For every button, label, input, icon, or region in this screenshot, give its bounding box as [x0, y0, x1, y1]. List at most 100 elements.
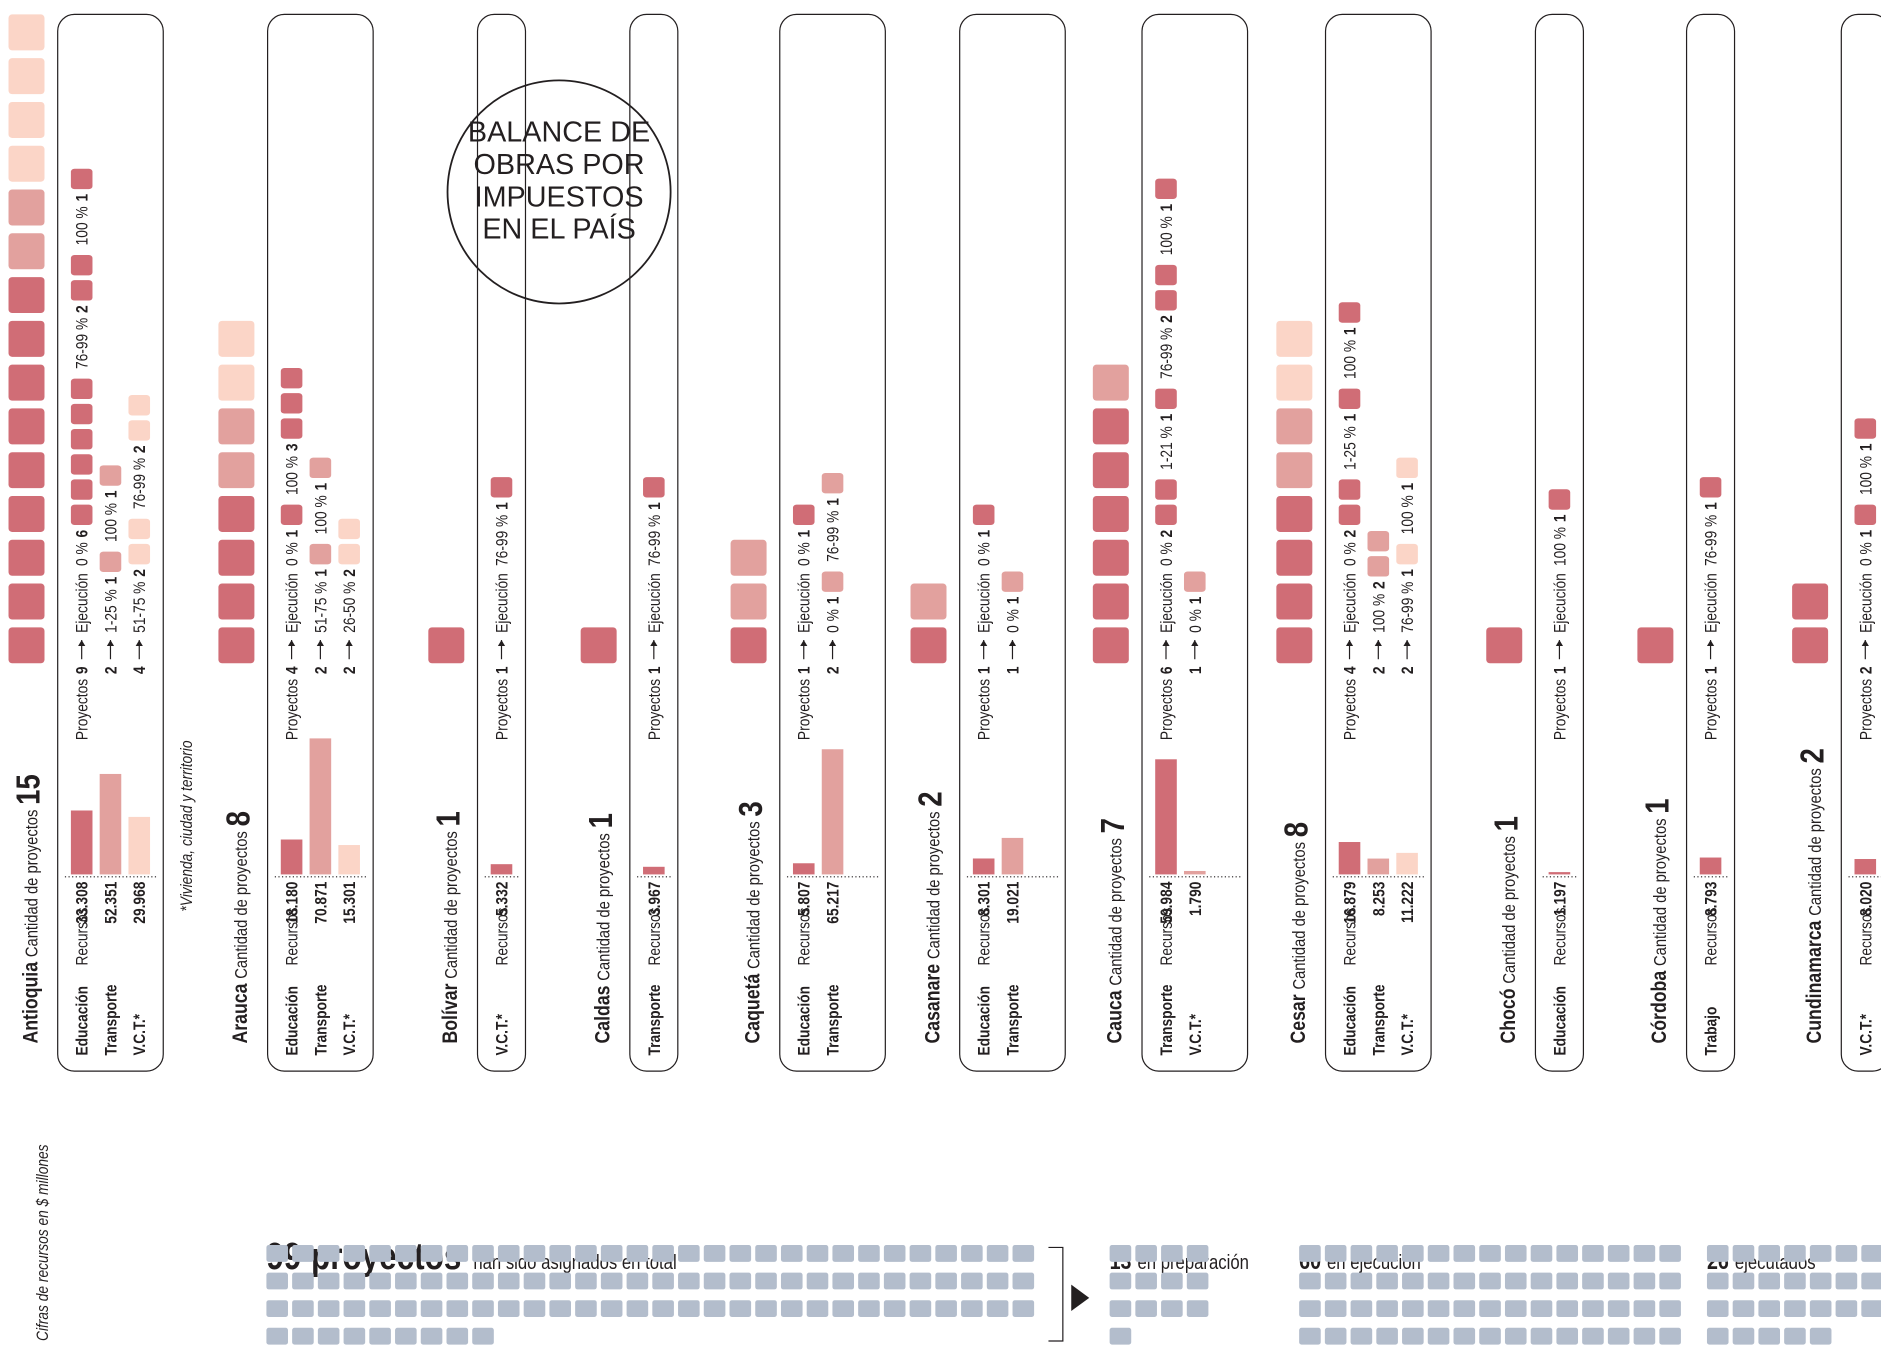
project-square [1092, 364, 1129, 401]
proyectos-label: Proyectos [1158, 679, 1177, 740]
arrow-head [135, 640, 143, 647]
project-count: 15 [9, 774, 47, 805]
summary-square [575, 1300, 597, 1318]
summary-square [961, 1272, 983, 1290]
summary-square [600, 1272, 623, 1290]
summary-square [446, 1272, 469, 1290]
ejecucion-square [70, 378, 93, 400]
summary-square [678, 1245, 700, 1262]
summary-square [446, 1327, 469, 1345]
summary-square [1504, 1272, 1527, 1290]
summary-square [472, 1272, 494, 1290]
summary-square [1556, 1327, 1579, 1345]
ejecucion-square [128, 395, 151, 416]
ejecucion-count: 2 [1341, 530, 1360, 538]
ejecucion-count: 1 [1187, 596, 1206, 604]
count-label: Cantidad de proyectos [924, 812, 944, 959]
summary-square [1109, 1245, 1132, 1262]
ejecucion-square [280, 418, 303, 439]
project-square [1276, 495, 1313, 532]
recursos-label: Recursos [1857, 907, 1876, 965]
summary-square [497, 1300, 520, 1318]
summary-square [1135, 1245, 1157, 1262]
summary-square [266, 1272, 288, 1290]
bar [821, 749, 844, 875]
summary-square [1109, 1272, 1132, 1290]
sector-name: V.C.T.* [1857, 1014, 1876, 1056]
ejecucion-range: 1-25 % [102, 589, 121, 633]
ejecucion-square [1699, 477, 1722, 498]
summary-square [1809, 1327, 1832, 1345]
project-square [8, 101, 45, 138]
ejecucion-range: 76-99 % [493, 514, 512, 566]
summary-square [1758, 1272, 1781, 1290]
summary-square [523, 1300, 546, 1318]
summary-square [317, 1300, 340, 1318]
project-square [218, 452, 255, 489]
ejecucion-square [70, 280, 93, 301]
department-name: Bolívar [439, 983, 463, 1043]
ejecucion-square [1338, 302, 1361, 323]
panel [1141, 13, 1249, 1072]
summary-square [832, 1300, 855, 1318]
summary-square [1607, 1300, 1630, 1318]
summary-square [292, 1300, 314, 1318]
summary-square [1453, 1245, 1476, 1262]
panel [1534, 13, 1585, 1072]
ejecucion-square [280, 367, 303, 389]
sector-name: V.C.T.* [131, 1014, 150, 1056]
summary-square [1135, 1272, 1157, 1290]
summary-square [266, 1245, 288, 1262]
arrow-head [800, 640, 808, 647]
ejecucion-label: Ejecución [1702, 573, 1721, 633]
proyectos-value: 1 [646, 666, 665, 674]
project-square [580, 627, 617, 664]
bar [280, 839, 303, 875]
ejecucion-square [70, 168, 93, 190]
summary-square [292, 1245, 314, 1262]
summary-square [420, 1245, 443, 1262]
count-label: Cantidad de proyectos [1290, 842, 1310, 989]
ejecucion-range: 76-99 % [1399, 581, 1418, 633]
summary-square [1556, 1245, 1579, 1262]
ejecucion-range: 100 % [102, 503, 121, 542]
summary-square [1504, 1300, 1527, 1318]
bar [643, 866, 665, 875]
ejecucion-count: 2 [341, 569, 360, 577]
arrow-head [828, 640, 837, 647]
sector-name: Educación [283, 986, 302, 1056]
rotated-group: Arauca Cantidad de proyectos 8 [219, 811, 257, 1043]
summary-square [1350, 1245, 1373, 1262]
summary-square [1706, 1327, 1729, 1345]
summary-square [1350, 1327, 1373, 1345]
proyectos-value: 2 [1399, 666, 1418, 674]
sector-name: Educación [1341, 986, 1360, 1056]
ejecucion-range: 0 % [796, 542, 815, 566]
department-name: Chocó [1496, 988, 1520, 1043]
rotated-group: Casanare Cantidad de proyectos 2 [911, 791, 949, 1043]
panel [1324, 13, 1432, 1072]
summary-square [395, 1327, 417, 1345]
project-square [8, 408, 45, 445]
summary-square [935, 1300, 957, 1318]
recursos-value: 8.253 [1370, 882, 1389, 916]
summary-square [1109, 1300, 1132, 1318]
summary-square [858, 1245, 880, 1262]
summary-square [1504, 1327, 1527, 1345]
ejecucion-count: 1 [796, 529, 815, 537]
ejecucion-square [1183, 571, 1206, 592]
summary-square [343, 1300, 366, 1318]
bar [1338, 842, 1361, 875]
summary-square [909, 1245, 932, 1262]
department-name: Casanare [921, 964, 945, 1044]
ejecucion-range: 100 % [312, 495, 331, 534]
summary-square [1453, 1300, 1476, 1318]
summary-square [1706, 1272, 1729, 1290]
ejecucion-square [643, 477, 665, 498]
ejecucion-range: 0 % [1158, 542, 1177, 566]
summary-square [472, 1245, 494, 1262]
bar [490, 864, 513, 875]
department-name: Cundinamarca [1802, 920, 1826, 1044]
project-square [1092, 495, 1129, 532]
recursos-value: 3.967 [646, 882, 665, 916]
